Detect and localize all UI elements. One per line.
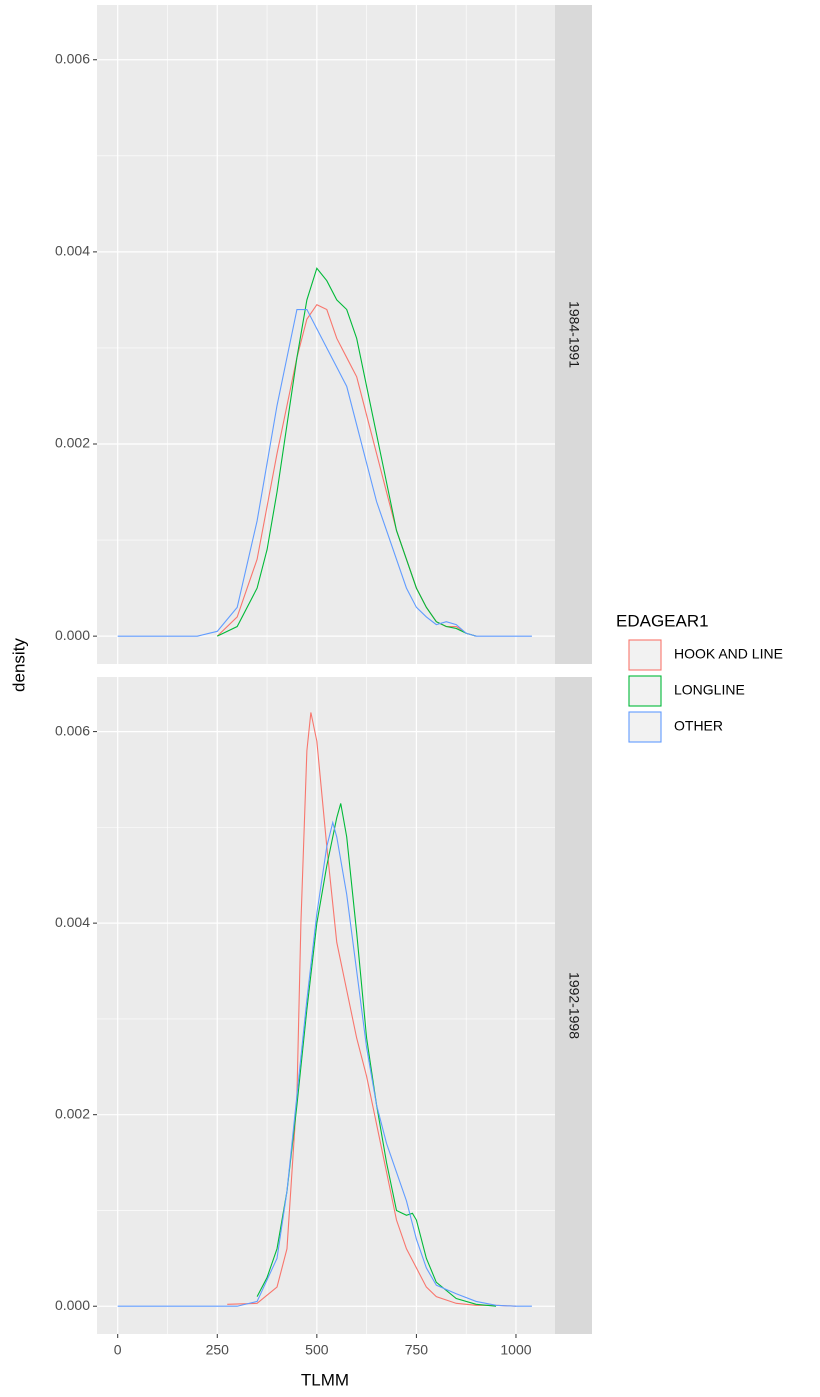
legend-key xyxy=(628,711,662,743)
x-axis-title: TLMM xyxy=(301,1370,349,1389)
legend-label: OTHER xyxy=(674,718,723,734)
y-tick-label: 0.004 xyxy=(55,243,90,259)
legend-label: HOOK AND LINE xyxy=(674,646,783,662)
x-tick-label: 750 xyxy=(405,1342,429,1358)
strip-background xyxy=(555,677,592,1334)
legend-label: LONGLINE xyxy=(674,682,745,698)
strip-label: 1984-1991 xyxy=(566,301,582,368)
y-tick-label: 0.000 xyxy=(55,627,90,643)
y-tick-label: 0.002 xyxy=(55,1105,90,1121)
y-axis-title: density xyxy=(9,638,28,692)
y-tick-label: 0.006 xyxy=(55,50,90,66)
density-line xyxy=(217,267,477,637)
panel-background xyxy=(97,677,555,1334)
density-line xyxy=(117,820,532,1307)
legend-key xyxy=(628,639,662,671)
density-line xyxy=(256,803,497,1307)
x-tick-label: 0 xyxy=(114,1342,122,1358)
x-tick-label: 1000 xyxy=(500,1342,531,1358)
x-tick-label: 250 xyxy=(206,1342,230,1358)
y-tick-label: 0.006 xyxy=(55,722,90,738)
density-line xyxy=(117,308,532,637)
strip-background xyxy=(555,5,592,664)
strip-label: 1992-1998 xyxy=(566,972,582,1039)
y-tick-label: 0.002 xyxy=(55,435,90,451)
legend-title: EDAGEAR1 xyxy=(616,611,709,630)
panel-background xyxy=(97,5,555,664)
y-tick-label: 0.000 xyxy=(55,1297,90,1313)
x-tick-label: 500 xyxy=(305,1342,329,1358)
y-tick-label: 0.004 xyxy=(55,914,90,930)
legend-key xyxy=(628,675,662,707)
